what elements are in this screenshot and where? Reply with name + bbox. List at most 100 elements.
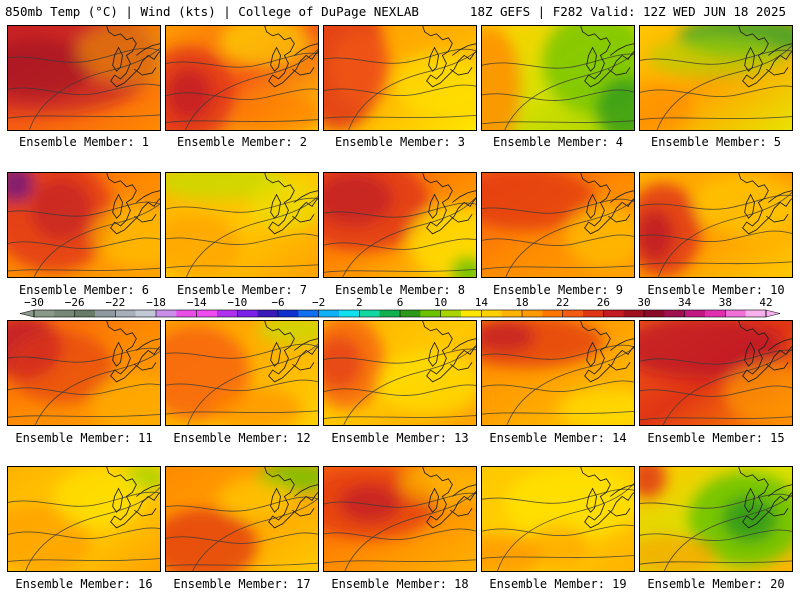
ensemble-member-label: Ensemble Member: 8 (334, 283, 466, 297)
temperature-field (324, 321, 476, 425)
colorbar-tick-label: −26 (65, 296, 85, 309)
colorbar-max-arrow (765, 309, 781, 318)
temperature-field (640, 173, 792, 277)
coastline (738, 467, 792, 529)
colorbar-swatch (196, 310, 218, 317)
colorbar-tick-label: −30 (24, 296, 44, 309)
ensemble-member-map-14 (481, 320, 635, 426)
ensemble-member-map-11 (7, 320, 161, 426)
coastline (580, 321, 634, 383)
colorbar-swatch (725, 310, 746, 317)
temperature-field (166, 26, 318, 130)
colorbar-swatch (74, 310, 96, 317)
colorbar-swatch (745, 310, 767, 317)
temperature-field (482, 173, 634, 277)
coastline (264, 173, 318, 235)
colorbar-tick-label: −6 (271, 296, 284, 309)
ensemble-member-map-5 (639, 25, 793, 131)
coastline (580, 467, 634, 529)
temperature-field (324, 467, 476, 571)
temperature-field (8, 321, 160, 425)
colorbar-tick-label: −18 (146, 296, 166, 309)
temperature-field (324, 173, 476, 277)
colorbar-swatch (501, 310, 523, 317)
colorbar-tick-label: −22 (105, 296, 125, 309)
ensemble-member-label: Ensemble Member: 9 (492, 283, 624, 297)
coastline (422, 321, 476, 383)
ensemble-member-map-1 (7, 25, 161, 131)
colorbar-swatch (684, 310, 706, 317)
temperature-field (8, 173, 160, 277)
coastline (264, 26, 318, 88)
ensemble-member-map-19 (481, 466, 635, 572)
ensemble-member-label: Ensemble Member: 7 (176, 283, 308, 297)
coastline (422, 173, 476, 235)
colorbar-swatch (420, 310, 441, 317)
temperature-field (8, 467, 160, 571)
ensemble-member-map-20 (639, 466, 793, 572)
colorbar-swatch (135, 310, 157, 317)
colorbar-swatch (705, 310, 726, 317)
ensemble-member-label: Ensemble Member: 11 (15, 431, 153, 445)
colorbar-swatch (278, 310, 299, 317)
temperature-field (640, 26, 792, 130)
ensemble-member-label: Ensemble Member: 13 (331, 431, 469, 445)
colorbar-tick-label: 42 (759, 296, 772, 309)
colorbar-swatch (156, 310, 177, 317)
temperature-field (166, 467, 318, 571)
colorbar-swatch (217, 310, 238, 317)
colorbar-swatch (176, 310, 197, 317)
ensemble-member-map-9 (481, 172, 635, 278)
colorbar-swatch (359, 310, 380, 317)
temperature-field (640, 467, 792, 571)
ensemble-member-label: Ensemble Member: 4 (492, 135, 624, 149)
coastline (106, 467, 160, 529)
coastline (738, 26, 792, 88)
colorbar-tick-label: 26 (597, 296, 610, 309)
temperature-field (640, 321, 792, 425)
colorbar-tick-label: 34 (678, 296, 692, 309)
colorbar-swatch (339, 310, 360, 317)
colorbar-swatch (400, 310, 421, 317)
coastline (580, 173, 634, 235)
ensemble-member-label: Ensemble Member: 12 (173, 431, 311, 445)
ensemble-member-label: Ensemble Member: 19 (489, 577, 627, 591)
colorbar-tick-label: 38 (719, 296, 732, 309)
colorbar-swatch (440, 310, 462, 317)
colorbar-tick-label: 10 (434, 296, 447, 309)
colorbar-swatch (461, 310, 482, 317)
colorbar-swatch (379, 310, 401, 317)
temperature-field (482, 321, 634, 425)
colorbar-swatch (298, 310, 319, 317)
colorbar-tick-label: 14 (475, 296, 489, 309)
chart-title: 850mb Temp (°C) | Wind (kts) | College o… (5, 4, 419, 19)
ensemble-member-label: Ensemble Member: 17 (173, 577, 311, 591)
ensemble-member-map-10 (639, 172, 793, 278)
coastline (738, 173, 792, 235)
temperature-field (166, 173, 318, 277)
ensemble-member-map-6 (7, 172, 161, 278)
colorbar-min-arrow (19, 309, 35, 318)
ensemble-member-map-13 (323, 320, 477, 426)
colorbar-tick-label: 22 (556, 296, 569, 309)
coastline (580, 26, 634, 88)
ensemble-member-label: Ensemble Member: 6 (18, 283, 150, 297)
ensemble-member-label: Ensemble Member: 3 (334, 135, 466, 149)
colorbar-tick-label: −14 (187, 296, 207, 309)
ensemble-member-label: Ensemble Member: 10 (647, 283, 785, 297)
ensemble-member-label: Ensemble Member: 18 (331, 577, 469, 591)
ensemble-member-map-18 (323, 466, 477, 572)
colorbar-tick-label: 6 (397, 296, 404, 309)
colorbar-swatch (115, 310, 136, 317)
temperature-field (166, 321, 318, 425)
colorbar-swatch (257, 310, 279, 317)
coastline (738, 321, 792, 383)
ensemble-member-map-2 (165, 25, 319, 131)
temperature-colorbar: −30 −26 −22 −18 −14 −10 −6 −2 2 6 10 14 18 22 26 30 34 38… (19, 296, 781, 318)
colorbar-swatch (644, 310, 665, 317)
ensemble-member-map-15 (639, 320, 793, 426)
ensemble-member-map-7 (165, 172, 319, 278)
colorbar-swatch (237, 310, 258, 317)
ensemble-member-map-4 (481, 25, 635, 131)
colorbar-tick-label: 18 (515, 296, 528, 309)
